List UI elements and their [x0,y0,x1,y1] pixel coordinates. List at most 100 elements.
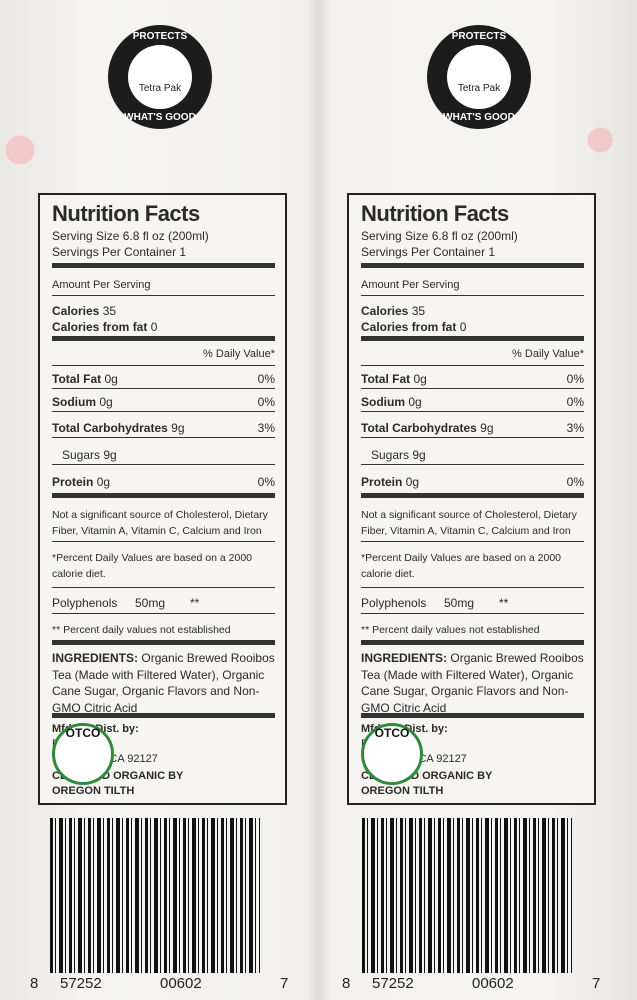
barcode-digit: 8 [30,975,39,992]
barcode-digit: 57252 [60,975,102,992]
nutrient-row: Total Fat 0g [361,372,584,387]
ingredients: INGREDIENTS: Organic Brewed Rooibos Tea … [361,650,584,716]
barcode-digit: 00602 [472,975,514,992]
logo-inner: Tetra Pak [128,45,192,109]
rule [52,640,275,645]
nutrient-row: Total Carbohydrates 9g [361,421,584,436]
barcode-digit: 8 [342,975,351,992]
rule [52,541,275,542]
amount-per-serving: Amount Per Serving [361,279,460,291]
nutrient-name: Sugars [371,448,410,462]
amount-per-serving: Amount Per Serving [52,279,151,291]
rule [52,613,275,614]
ingredients-text: Organic Brewed Rooibos Tea (Made with Fi… [361,651,584,715]
nutrient-name: Protein [52,475,94,489]
footnote: *Percent Daily Values are based on a 200… [52,552,253,580]
logo-inner: Tetra Pak [447,45,511,109]
nutrient-name: Sodium [361,395,405,409]
calories-from-fat-label: Calories from fat [361,320,457,334]
rule [361,613,584,614]
calories-value: 35 [102,304,117,318]
nutrient-row: Sugars 9g [62,448,275,463]
rule [52,263,275,268]
logo-bottom: WHAT'S GOOD [124,112,196,123]
calories-value: 35 [411,304,426,318]
rule [361,263,584,268]
nutrient-row: Total Fat 0g [52,372,275,387]
calories-from-fat-value: 0 [459,320,467,334]
servings: Servings Per Container 1 [361,245,496,259]
nutrient-amount: 0g [405,475,420,489]
ingredients-label: INGREDIENTS: [361,651,448,665]
rule [52,388,275,389]
calories-from-fat: Calories from fat 0 [361,320,584,335]
nutrient-name: Total Carbohydrates [361,421,477,435]
barcode [362,818,572,973]
nutrient-row: Total Carbohydrates 9g [52,421,275,436]
calories: Calories 35 [52,304,275,319]
calories: Calories 35 [361,304,584,319]
polyphenols-label: Polyphenols [52,596,118,610]
nutrient-amount: 9g [412,448,426,462]
nutrient-row: Sodium 0g [52,395,275,410]
ingredients-label: INGREDIENTS: [52,651,139,665]
rule [361,336,584,341]
polyphenols-label: Polyphenols [361,596,427,610]
nutrient-dv: 0% [257,475,275,489]
polyphenols-note: ** Percent daily values not established [361,624,540,636]
nutrient-name: Sugars [62,448,101,462]
nutrition-panel: Nutrition Facts Serving Size 6.8 fl oz (2… [38,193,287,805]
polyphenols-dv: ** [499,596,509,610]
nutrient-name: Total Fat [361,372,411,386]
rule [52,295,275,296]
daily-value-header: % Daily Value* [203,348,275,360]
nutrient-row: Protein 0g [52,475,275,490]
rule [52,493,275,498]
nutrient-name: Total Carbohydrates [52,421,168,435]
polyphenols-amount: 50mg [135,596,166,610]
rule [361,493,584,498]
rule [52,713,275,718]
logo-top: PROTECTS [132,31,188,42]
rule [52,464,275,465]
servings: Servings Per Container 1 [52,245,187,259]
rule [361,295,584,296]
nutrient-dv: 0% [257,395,275,409]
rule [52,587,275,588]
rule [52,365,275,366]
nutrient-amount: 9g [103,448,117,462]
nutrient-amount: 0g [413,372,427,386]
rule [52,336,275,341]
barcode-digit: 7 [592,975,601,992]
ingredients: INGREDIENTS: Organic Brewed Rooibos Tea … [52,650,275,716]
note: Not a significant source of Cholesterol,… [361,509,577,537]
nutrient-dv: 0% [257,372,275,386]
rule [361,587,584,588]
title: Nutrition Facts [52,201,200,226]
tetra-pak-logo: PROTECTS WHAT'S GOOD Tetra Pak [427,25,531,129]
nutrient-name: Sodium [52,395,96,409]
polyphenols-amount: 50mg [444,596,475,610]
calories-from-fat-value: 0 [150,320,158,334]
rule [361,365,584,366]
barcode-digit: 00602 [160,975,202,992]
daily-value-header: % Daily Value* [512,348,584,360]
barcode-digit: 57252 [372,975,414,992]
rule [361,437,584,438]
polyphenols-dv: ** [190,596,200,610]
nutrient-row: Sodium 0g [361,395,584,410]
nutrient-dv: 3% [257,421,275,435]
rule [361,541,584,542]
logo-brand: Tetra Pak [138,83,182,94]
nutrient-name: Total Fat [52,372,102,386]
polyphenols-note: ** Percent daily values not established [52,624,231,636]
nutrient-dv: 0% [566,372,584,386]
serving-size: Serving Size 6.8 fl oz (200ml) [52,229,209,243]
nutrient-dv: 3% [566,421,584,435]
logo-bottom: WHAT'S GOOD [443,112,515,123]
rule [361,640,584,645]
rule [52,411,275,412]
nutrient-amount: 0g [104,372,118,386]
nutrient-amount: 0g [99,395,113,409]
